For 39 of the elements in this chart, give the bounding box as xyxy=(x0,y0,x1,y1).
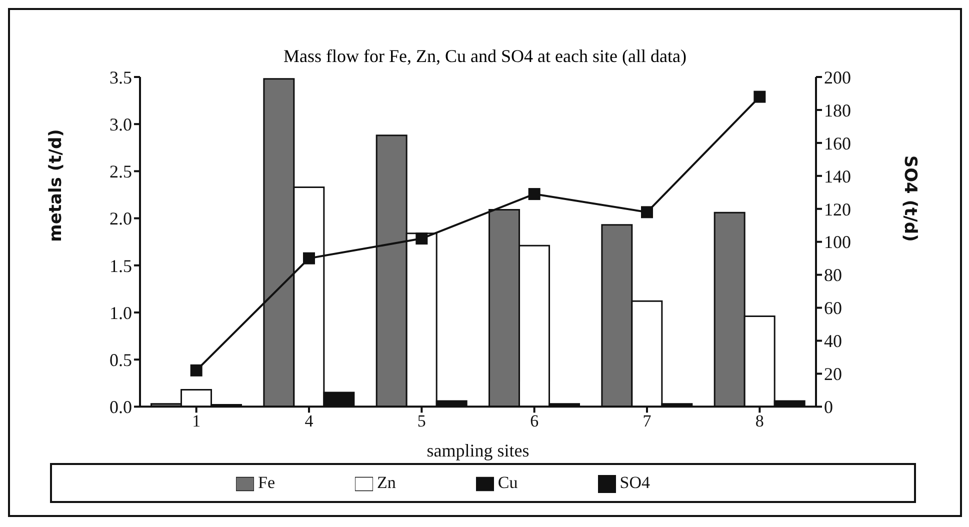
y2-tick-label: 0 xyxy=(824,397,833,418)
y2-tick-label: 100 xyxy=(824,232,851,252)
y-tick-label: 0.5 xyxy=(110,350,132,370)
point xyxy=(641,206,653,218)
legend-label: SO4 xyxy=(620,472,650,492)
point xyxy=(190,364,202,376)
point xyxy=(528,188,540,200)
y2-tick-label: 20 xyxy=(824,364,842,384)
x-tick-label: 4 xyxy=(304,412,314,431)
y2-axis-title: SO4 (t/d) xyxy=(900,155,920,242)
legend-label: Cu xyxy=(498,472,518,492)
y-tick-label: 1.0 xyxy=(110,302,132,323)
x-tick-label: 1 xyxy=(192,412,201,431)
y-tick-label: 1.5 xyxy=(110,256,132,276)
y2-tick-label: 160 xyxy=(824,133,851,154)
y-tick-label: 0.0 xyxy=(110,397,132,418)
x-tick-label: 7 xyxy=(642,412,652,431)
x-tick-label: 5 xyxy=(417,412,426,431)
y2-tick-label: 140 xyxy=(824,166,851,186)
legend-label: Fe xyxy=(258,472,276,492)
y2-tick-label: 120 xyxy=(824,199,851,220)
x-tick-label: 6 xyxy=(530,412,539,431)
chart-title: Mass flow for Fe, Zn, Cu and SO4 at each site (all data) xyxy=(282,46,688,67)
x-axis-title: sampling sites xyxy=(426,440,530,461)
y-tick-label: 3.5 xyxy=(110,67,132,88)
point xyxy=(303,252,315,264)
y2-tick-label: 180 xyxy=(824,100,851,120)
y2-tick-label: 40 xyxy=(824,331,842,352)
legend-label: Zn xyxy=(377,472,396,492)
point xyxy=(754,90,766,103)
y-tick-label: 3.0 xyxy=(110,114,132,134)
y2-tick-label: 200 xyxy=(824,67,851,88)
y-tick-label: 2.5 xyxy=(110,162,132,182)
y-tick-label: 2.0 xyxy=(110,208,132,229)
y2-tick-label: 60 xyxy=(824,298,842,318)
x-tick-label: 8 xyxy=(755,412,764,431)
y-axis-title: metals (t/d) xyxy=(46,129,66,242)
point xyxy=(416,232,428,245)
y2-tick-label: 80 xyxy=(824,265,842,286)
